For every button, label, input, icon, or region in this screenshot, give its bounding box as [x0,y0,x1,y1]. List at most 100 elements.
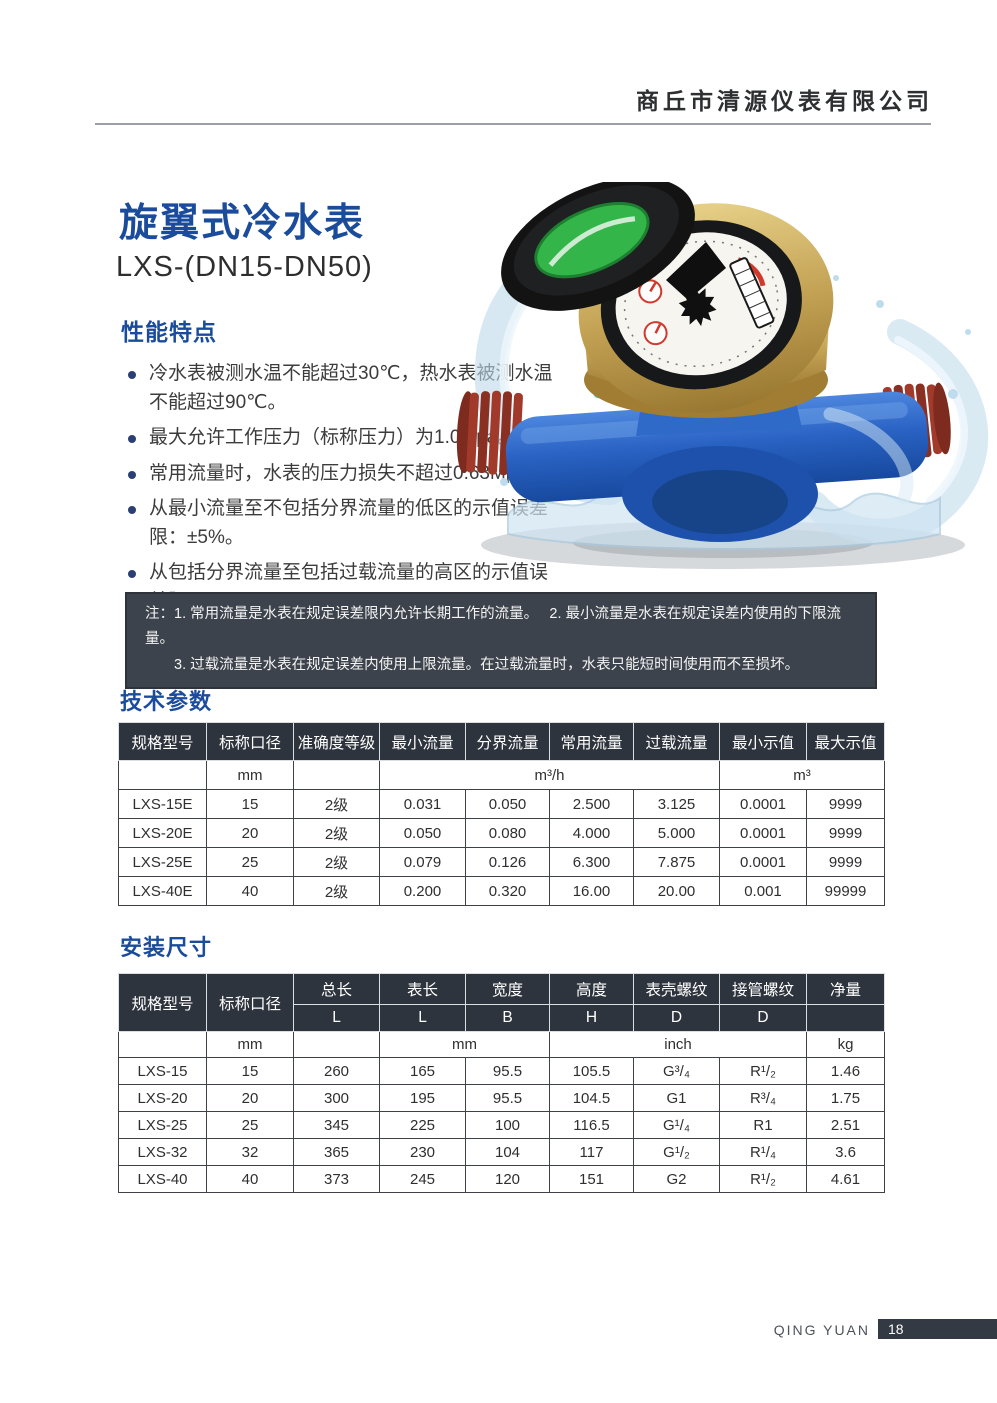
flip-cap [501,177,726,311]
table-row: LXS-40E 40 2级 0.200 0.320 16.00 20.00 0.… [118,876,885,906]
page-number-badge: 18 [878,1319,997,1339]
col-header: 规格型号 [118,973,207,1032]
col-header: 接管螺纹 [719,973,807,1005]
col-header: 规格型号 [118,722,207,761]
cell: 16.00 [549,876,634,906]
unit-cell [293,760,380,790]
cell: 0.050 [465,789,550,819]
product-photo [448,177,996,590]
cell: 225 [379,1111,466,1139]
cell: 230 [379,1138,466,1166]
cell: 5.000 [633,818,720,848]
bullet-icon [128,570,136,578]
cell: 95.5 [465,1084,550,1112]
feature-item: 冷水表被测水温不能超过30℃，热水表被测水温不能超过90℃。 [121,360,557,417]
col-header: 净量 [806,973,885,1005]
col-subheader [806,1004,885,1032]
bullet-icon [128,506,136,514]
feature-text: 常用流量时，水表的压力损失不超过0.63Mpa。 [149,462,546,484]
col-header: 最大示值 [806,722,885,761]
cell: 1.75 [806,1084,885,1112]
unit-cell: inch [549,1031,807,1058]
units-row: mm m³/h m³ [118,760,885,790]
cell: LXS-15E [118,789,207,819]
features-heading: 性能特点 [121,319,217,345]
col-subheader: L [379,1004,466,1032]
unit-cell: mm [206,1031,294,1058]
cell: 20.00 [633,876,720,906]
unit-cell: mm [379,1031,550,1058]
cell: 104 [465,1138,550,1166]
cell: 1.46 [806,1057,885,1085]
cell: 0.0001 [719,818,807,848]
feature-text: 最大允许工作压力（标称压力）为1.0Mpa。 [149,427,517,448]
cell: R¹/₄ [719,1138,807,1166]
unit-cell: kg [806,1031,885,1058]
cell: 2级 [293,876,380,906]
cell: LXS-40 [118,1165,207,1193]
cell: 6.300 [549,847,634,877]
col-header: 高度 [549,973,634,1005]
cell: 99999 [806,876,885,906]
cell: 0.031 [379,789,466,819]
table-row: LXS-15E 15 2级 0.031 0.050 2.500 3.125 0.… [118,789,885,819]
table-row: LXS-32 32 365 230 104 117 G¹/₂ R¹/₄ 3.6 [118,1138,885,1166]
cell: G1 [633,1084,720,1112]
header-row: 规格型号 标称口径 准确度等级 最小流量 分界流量 常用流量 过载流量 最小示值… [118,722,885,761]
cell: 9999 [806,789,885,819]
cell: 0.0001 [719,789,807,819]
cell: 116.5 [549,1111,634,1139]
feature-item: 最大允许工作压力（标称压力）为1.0Mpa。 [121,424,557,453]
cell: 15 [206,789,294,819]
unit-cell: m³/h [379,760,720,790]
cell: 373 [293,1165,380,1193]
cell: 195 [379,1084,466,1112]
cell: 260 [293,1057,380,1085]
note-line: 3. 过载流量是水表在规定误差内使用上限流量。在过载流量时，水表只能短时间使用而… [174,656,800,673]
table-row: LXS-40 40 373 245 120 151 G2 R¹/₂ 4.61 [118,1165,885,1193]
table-row: LXS-25E 25 2级 0.079 0.126 6.300 7.875 0.… [118,847,885,877]
col-header: 总长 [293,973,380,1005]
table-row: LXS-25 25 345 225 100 116.5 G¹/₄ R1 2.51 [118,1111,885,1139]
cell: 0.320 [465,876,550,906]
col-header: 表壳螺纹 [633,973,720,1005]
col-header: 标称口径 [206,722,294,761]
col-header: 最小示值 [719,722,807,761]
cell: LXS-15 [118,1057,207,1085]
table-row: LXS-15 15 260 165 95.5 105.5 G³/₄ R¹/₂ 1… [118,1057,885,1085]
cell: 95.5 [465,1057,550,1085]
cell: 32 [206,1138,294,1166]
cell: 4.61 [806,1165,885,1193]
col-header: 表长 [379,973,466,1005]
cell: 365 [293,1138,380,1166]
bullet-icon [128,470,136,479]
cell: 0.080 [465,818,550,848]
cell: LXS-20 [118,1084,207,1112]
cell: LXS-20E [118,818,207,848]
cell: 0.050 [379,818,466,848]
cell: 0.126 [465,847,550,877]
bullet-icon [128,435,136,443]
col-subheader: D [719,1004,807,1032]
cell: 3.125 [633,789,720,819]
bullet-icon [128,371,136,379]
cell: 0.200 [379,876,466,906]
table-row: LXS-20E 20 2级 0.050 0.080 4.000 5.000 0.… [118,818,885,848]
col-header: 分界流量 [465,722,550,761]
product-title: 旋翼式冷水表 [119,202,366,245]
cell: 15 [206,1057,294,1085]
product-model: LXS-(DN15-DN50) [116,251,373,283]
feature-text: 冷水表被测水温不能超过30℃，热水表被测水温不能超过90℃。 [149,363,553,413]
feature-item: 常用流量时，水表的压力损失不超过0.63Mpa。 [121,460,557,489]
cell: 345 [293,1111,380,1139]
water-meter-illustration [456,177,989,569]
unit-cell [118,760,207,790]
cell: R¹/₂ [719,1057,807,1085]
cell: 300 [293,1084,380,1112]
cell: R³/₄ [719,1084,807,1112]
cell: LXS-25E [118,847,207,877]
tech-params-heading: 技术参数 [120,689,213,714]
cell: 105.5 [549,1057,634,1085]
footer-brand: QING YUAN [773,1322,870,1338]
